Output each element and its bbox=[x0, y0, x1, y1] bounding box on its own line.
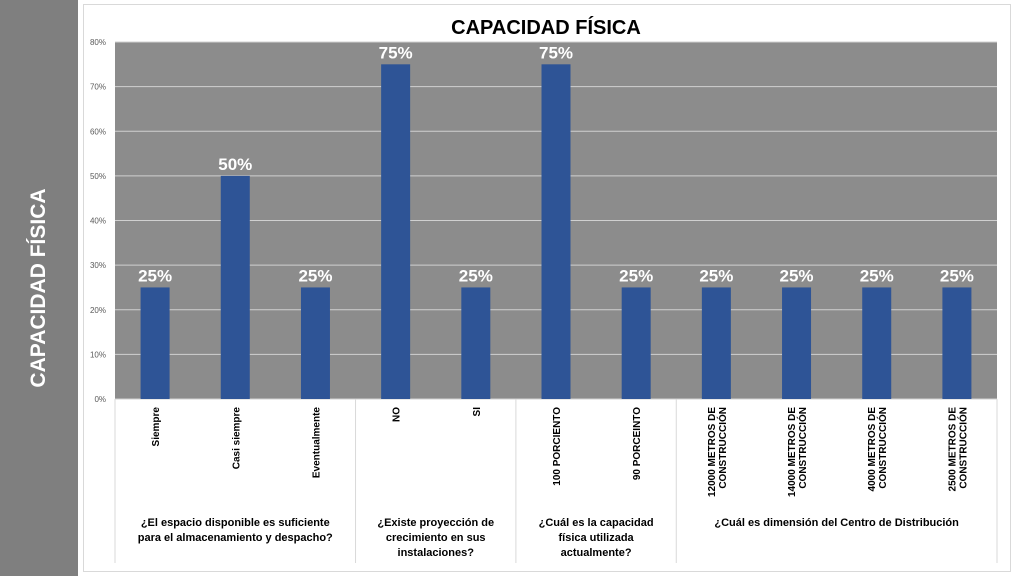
bar bbox=[942, 287, 972, 399]
category-label: SI bbox=[472, 407, 483, 417]
group-label: ¿Cuál es la capacidad física utilizada act… bbox=[539, 517, 654, 559]
y-tick-label: 50% bbox=[90, 172, 106, 181]
bar bbox=[782, 287, 812, 399]
data-label: 25% bbox=[699, 266, 733, 285]
category-label-line: 90 PORCEINTO bbox=[632, 407, 643, 480]
group-label-line: física utilizada bbox=[558, 532, 634, 544]
category-label: 90 PORCEINTO bbox=[632, 407, 643, 480]
data-label: 50% bbox=[218, 155, 252, 174]
data-label: 25% bbox=[298, 266, 332, 285]
bar bbox=[381, 64, 411, 399]
category-label-line: CONSTRUCCIÓN bbox=[716, 407, 729, 489]
bar bbox=[300, 287, 330, 399]
y-tick-label: 20% bbox=[90, 306, 106, 315]
chart-frame: CAPACIDAD FÍSICA 0% 10% 20% 30% 40% 50% 60% 70% 8… bbox=[83, 4, 1011, 572]
bar bbox=[862, 287, 892, 399]
chart-title: CAPACIDAD FÍSICA bbox=[451, 16, 641, 39]
data-label: 25% bbox=[940, 266, 974, 285]
category-label: 14000 METROS DE CONSTRUCCIÓN bbox=[787, 407, 809, 497]
data-label: 25% bbox=[780, 266, 814, 285]
group-label-line: actualmente? bbox=[561, 547, 632, 559]
bar bbox=[220, 175, 250, 399]
group-label-line: ¿Cuál es dimensión del Centro de Distrib… bbox=[714, 517, 959, 529]
category-label-line: CONSTRUCCIÓN bbox=[876, 407, 889, 489]
category-label-line: NO bbox=[392, 407, 403, 422]
y-tick-label: 60% bbox=[90, 127, 106, 136]
category-label-line: 2500 METROS DE bbox=[947, 407, 958, 492]
y-tick-label: 80% bbox=[90, 38, 106, 47]
category-label: 2500 METROS DE CONSTRUCCIÓN bbox=[947, 407, 969, 492]
sidebar-title: CAPACIDAD FÍSICA bbox=[27, 188, 50, 388]
category-label: Siempre bbox=[151, 407, 162, 447]
y-tick-label: 70% bbox=[90, 83, 106, 92]
category-label-line: SI bbox=[472, 407, 483, 417]
group-label-line: instalaciones? bbox=[398, 547, 475, 559]
category-label: 12000 METROS DE CONSTRUCCIÓN bbox=[707, 407, 729, 497]
group-label-line: ¿Existe proyección de bbox=[377, 517, 494, 529]
data-label: 25% bbox=[619, 266, 653, 285]
bar bbox=[461, 287, 491, 399]
category-label-line: CONSTRUCCIÓN bbox=[956, 407, 969, 489]
bar bbox=[140, 287, 170, 399]
bar bbox=[621, 287, 651, 399]
category-label-line: 14000 METROS DE bbox=[787, 407, 798, 497]
group-label-line: para el almacenamiento y despacho? bbox=[138, 532, 333, 544]
data-label: 25% bbox=[138, 266, 172, 285]
bar bbox=[541, 64, 571, 399]
y-tick-label: 0% bbox=[94, 395, 106, 404]
bar-chart: CAPACIDAD FÍSICA 0% 10% 20% 30% 40% 50% 60% 70% 8… bbox=[90, 16, 998, 563]
group-label-line: ¿Cuál es la capacidad bbox=[539, 517, 654, 529]
bar bbox=[701, 287, 731, 399]
category-label-line: 100 PORCIENTO bbox=[552, 407, 563, 486]
group-label-line: ¿El espacio disponible es suficiente bbox=[141, 517, 330, 529]
sidebar-panel: CAPACIDAD FÍSICA bbox=[0, 0, 78, 576]
category-label: NO bbox=[392, 407, 403, 422]
category-label: Eventualmente bbox=[311, 407, 322, 479]
category-label-line: 12000 METROS DE bbox=[707, 407, 718, 497]
category-label: Casi siempre bbox=[231, 407, 242, 470]
category-label-line: 4000 METROS DE bbox=[867, 407, 878, 492]
y-tick-label: 30% bbox=[90, 261, 106, 270]
category-label-line: CONSTRUCCIÓN bbox=[796, 407, 809, 489]
category-label-line: Siempre bbox=[151, 407, 162, 447]
category-label-line: Casi siempre bbox=[231, 407, 242, 470]
group-label: ¿Existe proyección de crecimiento en sus i… bbox=[377, 517, 494, 559]
data-label: 25% bbox=[459, 266, 493, 285]
group-label: ¿El espacio disponible es suficiente para… bbox=[138, 517, 333, 544]
category-label: 100 PORCIENTO bbox=[552, 407, 563, 486]
data-label: 25% bbox=[860, 266, 894, 285]
group-label-line: crecimiento en sus bbox=[386, 532, 486, 544]
data-label: 75% bbox=[539, 43, 573, 62]
category-label-line: Eventualmente bbox=[311, 407, 322, 479]
category-label: 4000 METROS DE CONSTRUCCIÓN bbox=[867, 407, 889, 492]
data-label: 75% bbox=[379, 43, 413, 62]
y-tick-label: 40% bbox=[90, 217, 106, 226]
group-label: ¿Cuál es dimensión del Centro de Distrib… bbox=[714, 517, 959, 529]
y-tick-label: 10% bbox=[90, 350, 106, 359]
